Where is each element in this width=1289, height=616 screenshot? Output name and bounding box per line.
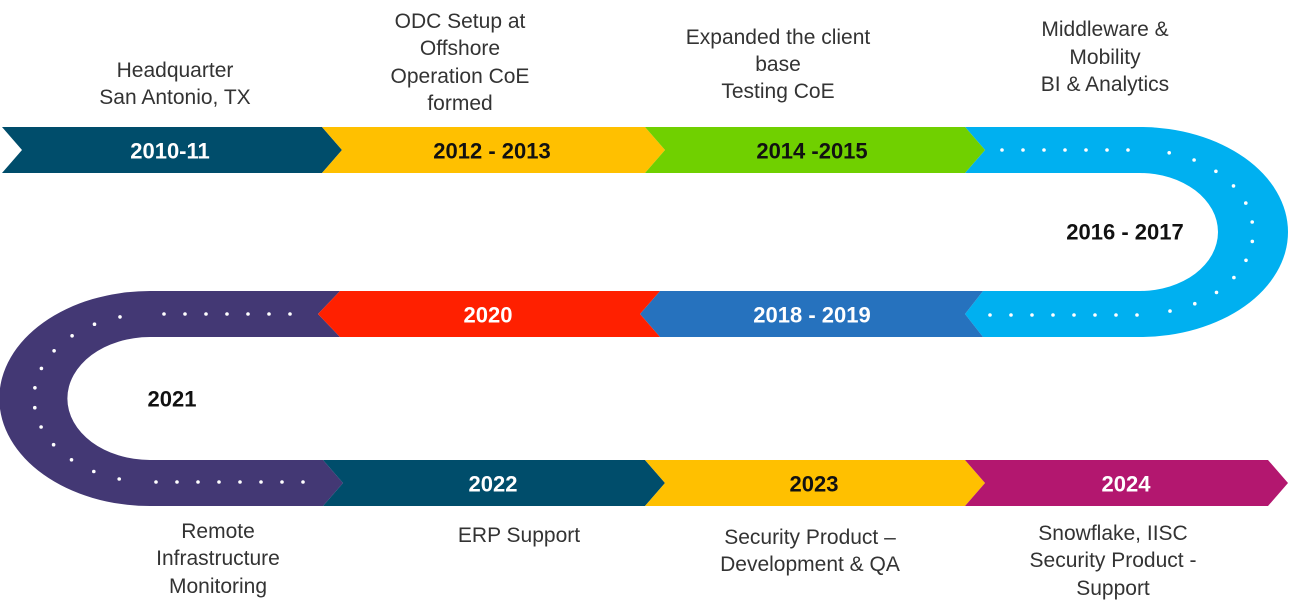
road-dot (301, 480, 305, 484)
year-label-2010-11: 2010-11 (130, 139, 210, 164)
year-label-2021: 2021 (148, 387, 197, 412)
road-dot (1168, 309, 1172, 313)
desc-2021-line1: Remote (181, 520, 255, 543)
road-dot (39, 425, 43, 429)
road-dot (267, 312, 271, 316)
road-dot (1000, 148, 1004, 152)
road-dot (1244, 258, 1248, 263)
road-dot (1021, 148, 1025, 152)
desc-2014-2015-line3: Testing CoE (721, 80, 834, 103)
desc-2023-line1: Security Product – (724, 526, 896, 549)
road-dot (118, 315, 122, 319)
desc-2014-2015-line2: base (755, 53, 801, 76)
desc-2012-2013-line3: Operation CoE (391, 65, 530, 88)
road-dot (204, 312, 208, 316)
road-dot (52, 349, 56, 353)
road-dot (117, 477, 121, 481)
road-dot (69, 458, 74, 462)
road-dot (162, 312, 166, 316)
road-dot (92, 469, 96, 474)
road-dot (1051, 313, 1055, 317)
road-dot (51, 442, 56, 447)
road-dot (1193, 301, 1197, 306)
desc-2012-2013-line2: Offshore (420, 37, 500, 60)
road-dot (70, 334, 74, 338)
road-dot (1105, 148, 1109, 152)
milestone-2024-chevron (965, 460, 1288, 506)
road-dot (225, 312, 229, 316)
road-dot (1135, 313, 1139, 317)
road-dot (1192, 158, 1196, 162)
road-dot (1214, 169, 1218, 174)
road-dot (288, 312, 292, 316)
road-dot (39, 366, 44, 371)
road-dot (1030, 313, 1034, 317)
road-dot (988, 313, 992, 317)
road-dot (1214, 290, 1219, 295)
road-dot (33, 386, 37, 390)
road-dot (246, 312, 250, 316)
desc-2016-2017-line1: Middleware & (1041, 18, 1168, 41)
road-dot (217, 480, 221, 484)
year-label-2016-2017: 2016 - 2017 (1066, 220, 1183, 245)
desc-2012-2013-line4: formed (427, 92, 492, 115)
desc-2023-line2: Development & QA (720, 553, 900, 576)
desc-2012-2013-line1: ODC Setup at (395, 10, 526, 33)
road-dot (175, 480, 179, 484)
road-dot (280, 480, 284, 484)
milestone-2014-2015-chevron (645, 127, 985, 173)
year-label-2014-2015: 2014 -2015 (756, 139, 867, 164)
road-dot (196, 480, 200, 484)
road-dot (1114, 313, 1118, 317)
road-dot (1232, 275, 1236, 280)
desc-2010-11-line1: Headquarter (117, 59, 234, 82)
desc-2024-line3: Support (1076, 577, 1150, 600)
desc-2016-2017-line2: Mobility (1069, 46, 1141, 69)
desc-2024-line2: Security Product - (1030, 549, 1197, 572)
road-dots (33, 148, 1255, 484)
year-label-2022: 2022 (469, 472, 518, 497)
year-label-2012-2013: 2012 - 2013 (433, 139, 550, 164)
milestone-2010-11-chevron (2, 127, 342, 173)
desc-2021-line3: Monitoring (169, 575, 267, 598)
year-label-2020: 2020 (464, 303, 513, 328)
milestone-2022-chevron (323, 460, 665, 506)
desc-2016-2017-line3: BI & Analytics (1041, 73, 1169, 96)
road-dot (1072, 313, 1076, 317)
desc-2010-11-line2: San Antonio, TX (99, 86, 250, 109)
road-dot (154, 480, 158, 484)
milestone-2018-2019-chevron (640, 291, 983, 337)
road-dot (33, 405, 37, 410)
road-dot (1244, 201, 1248, 205)
year-label-2023: 2023 (790, 472, 839, 497)
year-label-2018-2019: 2018 - 2019 (753, 303, 870, 328)
road-dot (1231, 184, 1236, 188)
desc-2024-line1: Snowflake, IISC (1038, 522, 1187, 545)
milestone-2012-2013-chevron (322, 127, 665, 173)
road-dot (1009, 313, 1013, 317)
road-dot (1250, 239, 1255, 244)
road-dot (1126, 148, 1130, 152)
road-dot (238, 480, 242, 484)
road-dot (1093, 313, 1097, 317)
desc-2022-line1: ERP Support (458, 524, 580, 547)
road-dot (1042, 148, 1046, 152)
road-dot (1250, 220, 1254, 224)
road-dot (1167, 151, 1171, 155)
milestone-2020-chevron (318, 291, 660, 337)
milestone-2021-band (0, 291, 343, 506)
milestone-2016-2017-band (965, 127, 1288, 337)
road-dot (259, 480, 263, 484)
milestone-2023-chevron (645, 460, 985, 506)
road-dot (183, 312, 187, 316)
road-dot (1084, 148, 1088, 152)
year-label-2024: 2024 (1102, 472, 1152, 497)
desc-2021-line2: Infrastructure (156, 547, 280, 570)
desc-2014-2015-line1: Expanded the client (686, 26, 871, 49)
road-dot (1063, 148, 1067, 152)
road-dot (92, 322, 97, 327)
